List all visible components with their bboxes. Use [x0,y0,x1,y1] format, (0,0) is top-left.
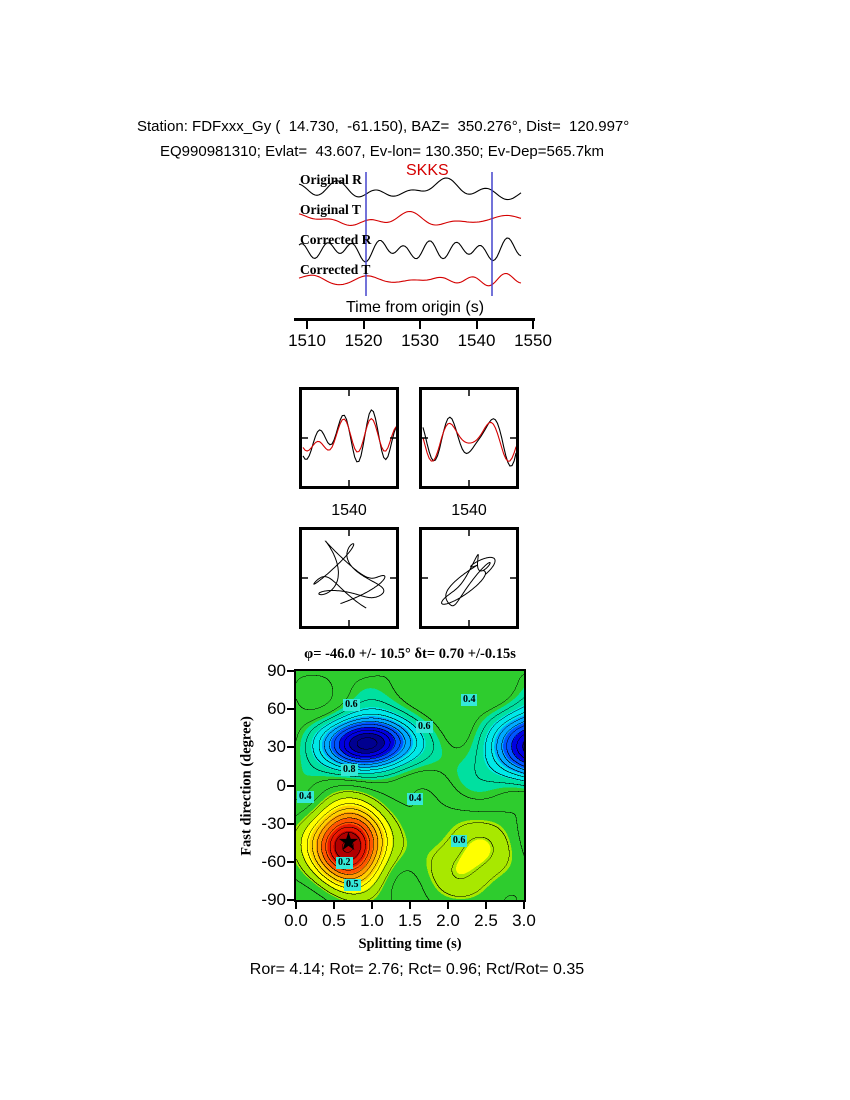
trace-label: Original R [300,172,362,187]
particle-motion-path [313,540,386,609]
compare-trace-black [422,416,516,467]
quality-stats: Ror= 4.14; Rot= 2.76; Rct= 0.96; Rct/Rot… [249,961,585,978]
particle-motion-panel-1 [299,527,399,629]
particle-motion-panel-2 [419,527,519,629]
contour-ytick-label: 30 [267,737,286,757]
station-header: Station: FDFxxx_Gy ( 14.730, -61.150), B… [137,118,630,135]
time-axis-label: Time from origin (s) [345,299,485,316]
compare-trace-red [302,417,396,453]
phase-label: SKKS [406,162,449,179]
contour-xtick-label: 2.5 [474,911,498,930]
compare-tick-label-2: 1540 [451,502,487,519]
seismogram-trace [298,177,522,201]
contour-level-label: 0.5 [344,878,361,891]
contour-level-label: 0.6 [343,698,360,711]
contour-xtick [295,902,297,909]
waveform-compare-panel-2 [419,387,519,489]
contour-xtick-label: 2.0 [436,911,460,930]
contour-level-label: 0.2 [336,856,353,869]
best-fit-star: ★ [337,827,360,857]
misfit-contour-canvas [296,671,524,900]
misfit-contour-plot [294,669,526,902]
time-axis-tick-label: 1540 [457,331,496,350]
contour-level-label: 0.4 [297,790,314,803]
contour-ytick-label: -30 [261,813,286,833]
contour-xtick [409,902,411,909]
contour-ytick-label: 60 [267,699,286,719]
time-axis-tick-label: 1530 [401,331,439,350]
time-axis-tick [306,321,308,329]
contour-ytick [287,708,294,711]
time-axis-line [294,318,535,321]
contour-ytick-label: -90 [261,890,286,909]
seismogram-trace [298,210,522,226]
contour-ytick [287,860,294,863]
event-header: EQ990981310; Evlat= 43.607, Ev-lon= 130.… [160,143,605,160]
contour-xtick-label: 3.0 [512,911,536,930]
seismogram-trace [298,272,522,287]
particle-motion-path [441,554,496,607]
time-axis-tick [362,321,365,329]
time-axis-tick-label: 1510 [288,331,326,350]
contour-xtick-label: 1.0 [360,911,384,930]
contour-xtick-label: 0.0 [284,911,308,930]
contour-ytick [287,899,294,901]
contour-ytick [287,784,294,787]
trace-label: Corrected T [300,262,371,277]
contour-level-label: 0.6 [416,721,433,734]
seismogram-trace [298,237,522,263]
time-axis-tick [532,321,534,329]
contour-ytick-label: 90 [267,661,286,680]
contour-xtick [333,902,335,909]
time-axis-tick [475,321,478,329]
compare-trace-red [422,421,516,462]
contour-level-label: 0.8 [341,763,358,776]
contour-ytick-label: -60 [261,851,286,871]
splitting-result-title: φ= -46.0 +/- 10.5° δt= 0.70 +/-0.15s [304,646,516,662]
waveform-traces [298,172,522,296]
contour-ytick [287,822,294,825]
waveform-compare-panel-1 [299,387,399,489]
contour-xtick [523,902,525,909]
contour-xtick [485,902,487,909]
contour-level-label: 0.4 [460,694,478,707]
time-axis-tick-label: 1550 [514,331,552,350]
contour-xtick-label: 0.5 [322,911,346,930]
compare-tick-label-1: 1540 [331,502,367,519]
contour-ytick-label: 0 [276,775,286,795]
time-axis-tick-label: 1520 [344,331,383,350]
time-axis-tick [419,321,421,329]
contour-xtick-label: 1.5 [398,911,422,930]
waveform-compare-plot-1 [302,390,396,486]
contour-xtick [371,902,373,909]
contour-xtick [447,902,449,909]
contour-ytick [287,670,294,672]
trace-label: Original T [300,202,361,217]
waveform-compare-plot-2 [422,390,516,486]
contour-ytick [287,746,294,749]
compare-trace-black [302,409,396,463]
trace-label: Corrected R [300,232,372,247]
particle-motion-plot-1 [302,530,396,626]
contour-level-label: 0.4 [406,793,424,805]
x-axis-label: Splitting time (s) [358,936,462,952]
particle-motion-plot-2 [422,530,516,626]
contour-level-label: 0.6 [450,834,468,847]
